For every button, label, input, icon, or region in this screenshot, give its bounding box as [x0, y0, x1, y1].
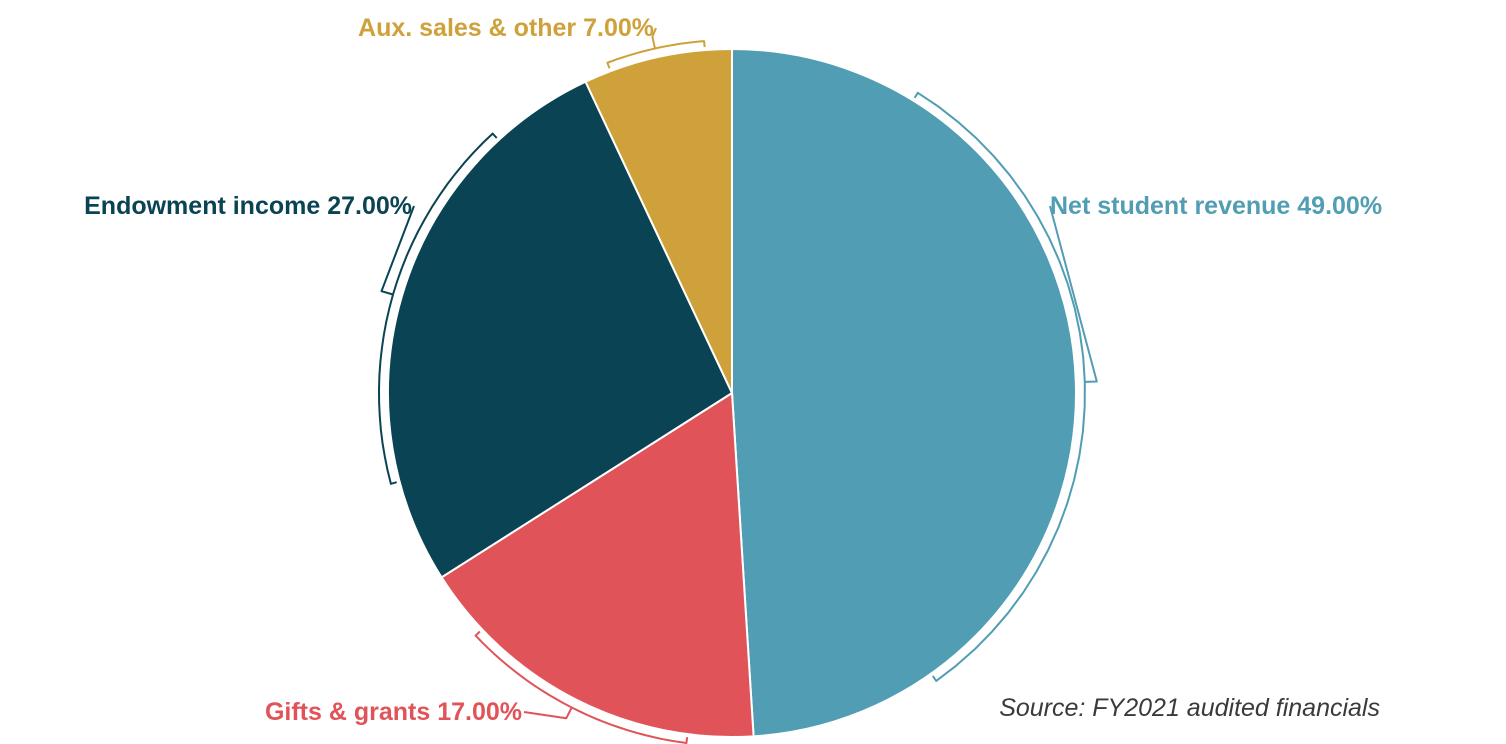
pie-slices [387, 47, 1077, 738]
label-bracket-net-student-revenue [913, 91, 1098, 682]
label-bracket-gifts-grants [474, 630, 689, 744]
pie-slice-aux-sales-other [584, 47, 733, 394]
slice-label-endowment-income: Endowment income 27.00% [84, 192, 412, 220]
slice-label-gifts-grants: Gifts & grants 17.00% [265, 698, 522, 726]
slice-label-aux-sales-other: Aux. sales & other 7.00% [358, 14, 654, 42]
source-note: Source: FY2021 audited financials [999, 694, 1380, 722]
label-brackets [378, 27, 1098, 744]
slice-labels: Net student revenue 49.00% Gifts & grants… [84, 14, 1382, 726]
label-bracket-aux-sales-other [606, 27, 706, 69]
slice-label-net-student-revenue: Net student revenue 49.00% [1050, 192, 1382, 220]
pie-slice-endowment-income [387, 80, 734, 579]
label-bracket-endowment-income [378, 132, 498, 485]
pie-slice-net-student-revenue [731, 47, 1077, 738]
pie-slice-gifts-grants [440, 391, 755, 738]
